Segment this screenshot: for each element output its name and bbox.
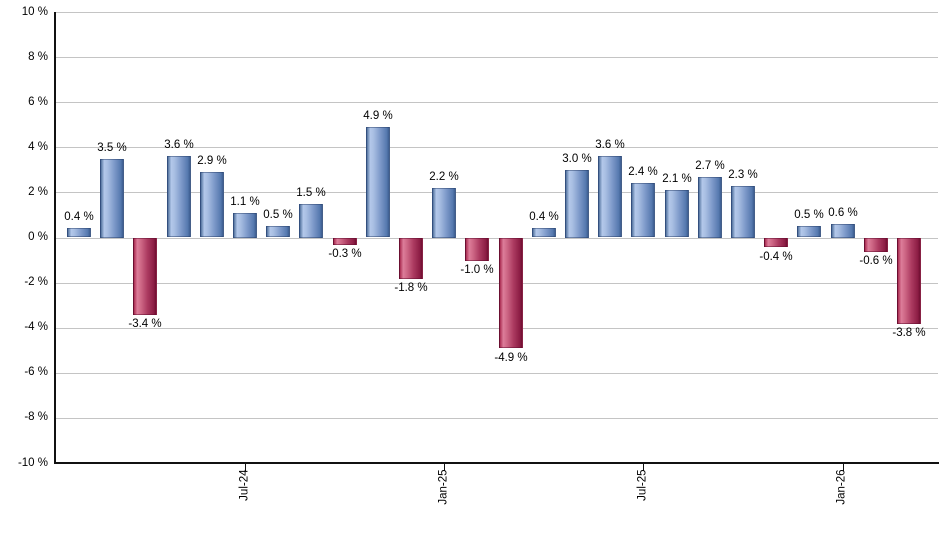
bar — [133, 238, 157, 315]
bar-value-label: -3.8 % — [892, 327, 926, 339]
gridline — [55, 373, 938, 374]
y-tick-label: -8 % — [24, 411, 48, 423]
bar-value-label: 0.5 % — [794, 209, 824, 221]
bar-value-label: -1.8 % — [394, 282, 428, 294]
bar — [565, 170, 589, 238]
bar — [897, 238, 921, 324]
bar — [366, 127, 390, 237]
bar-value-label: 2.1 % — [662, 173, 692, 185]
y-tick-label: 4 % — [28, 141, 48, 153]
y-tick-label: 8 % — [28, 51, 48, 63]
bar-value-label: 1.1 % — [230, 196, 260, 208]
y-axis-line — [54, 12, 56, 463]
bar — [432, 188, 456, 238]
bar — [764, 238, 788, 247]
x-axis-line — [54, 462, 939, 464]
bar-value-label: -4.9 % — [494, 352, 528, 364]
bar — [167, 156, 191, 237]
bar — [731, 186, 755, 238]
bar-value-label: -0.6 % — [859, 255, 893, 267]
bar — [698, 177, 722, 238]
y-tick-label: 6 % — [28, 96, 48, 108]
bar — [797, 226, 821, 237]
bar — [233, 213, 257, 238]
bar-value-label: 2.9 % — [197, 155, 227, 167]
bar-value-label: 4.9 % — [363, 110, 393, 122]
x-tick-label: Jul-25 — [636, 469, 649, 501]
bar — [598, 156, 622, 237]
bar-value-label: 2.2 % — [429, 171, 459, 183]
gridline — [55, 418, 938, 419]
bar — [399, 238, 423, 279]
bar-value-label: -3.4 % — [128, 318, 162, 330]
bar-value-label: 0.4 % — [529, 211, 559, 223]
bar-value-label: -0.3 % — [328, 248, 362, 260]
gridline — [55, 147, 938, 148]
bar — [200, 172, 224, 237]
bar — [665, 190, 689, 237]
gridline — [55, 192, 938, 193]
gridline — [55, 328, 938, 329]
y-tick-label: -10 % — [17, 457, 48, 469]
bar-value-label: 0.6 % — [828, 207, 858, 219]
x-tick-mark — [643, 463, 644, 471]
bar — [266, 226, 290, 237]
bar — [333, 238, 357, 245]
bar-value-label: 3.0 % — [562, 153, 592, 165]
bar — [499, 238, 523, 348]
bar-value-label: 2.4 % — [628, 166, 658, 178]
bar-value-label: 3.6 % — [595, 139, 625, 151]
y-tick-label: -6 % — [24, 366, 48, 378]
bar-value-label: 2.7 % — [695, 160, 725, 172]
bar — [831, 224, 855, 238]
bar-value-label: -0.4 % — [759, 251, 793, 263]
x-tick-mark — [245, 463, 246, 471]
bar — [299, 204, 323, 238]
bar-value-label: 0.5 % — [263, 209, 293, 221]
bar — [67, 228, 91, 237]
x-tick-mark — [444, 463, 445, 471]
bar-value-label: 0.4 % — [64, 211, 94, 223]
bar-value-label: 3.5 % — [97, 142, 127, 154]
bar — [631, 183, 655, 237]
bar-value-label: -1.0 % — [460, 264, 494, 276]
bar — [465, 238, 489, 261]
bar — [100, 159, 124, 238]
y-tick-label: -2 % — [24, 276, 48, 288]
bar-value-label: 2.3 % — [728, 169, 758, 181]
y-tick-label: 10 % — [21, 6, 48, 18]
x-tick-label: Jan-25 — [437, 469, 450, 505]
gridline — [55, 57, 938, 58]
bar-value-label: 3.6 % — [164, 139, 194, 151]
bar-value-label: 1.5 % — [296, 187, 326, 199]
y-tick-label: -4 % — [24, 321, 48, 333]
y-tick-label: 2 % — [28, 186, 48, 198]
x-tick-label: Jan-26 — [835, 469, 848, 505]
y-tick-label: 0 % — [28, 231, 48, 243]
gridline — [55, 238, 938, 239]
x-tick-mark — [843, 463, 844, 471]
bar — [864, 238, 888, 252]
gridline — [55, 283, 938, 284]
x-tick-label: Jul-24 — [238, 469, 251, 501]
gridline — [55, 102, 938, 103]
bar — [532, 228, 556, 237]
gridline — [55, 12, 938, 13]
